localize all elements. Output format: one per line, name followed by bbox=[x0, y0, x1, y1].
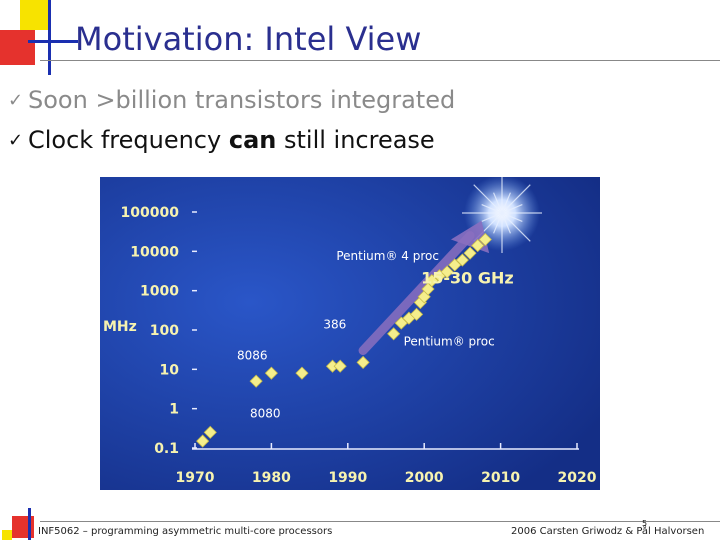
annotation-8080: 8080 bbox=[250, 406, 281, 420]
star-ray bbox=[501, 212, 511, 234]
footer-course: INF5062 – programming asymmetric multi-c… bbox=[38, 526, 333, 537]
data-point-marker bbox=[196, 434, 210, 448]
y-tick-label: 0.1 bbox=[154, 441, 179, 457]
data-point-marker bbox=[409, 307, 424, 321]
decor-square-yellow bbox=[20, 0, 50, 30]
checkmark-icon: ✓ bbox=[8, 130, 24, 151]
star-ray bbox=[501, 212, 523, 222]
y-tick-label: 100 bbox=[150, 323, 179, 339]
star-ray bbox=[473, 184, 503, 214]
star-ray bbox=[501, 204, 523, 214]
bullet-2-text-post: still increase bbox=[276, 126, 435, 154]
bullet-1: ✓ Soon >billion transistors integrated bbox=[8, 86, 455, 114]
bullet-2: ✓ Clock frequency can still increase bbox=[8, 126, 435, 154]
decor-footer-bar-blue bbox=[28, 508, 31, 540]
data-point-marker bbox=[455, 253, 469, 267]
decor-bar-blue-v bbox=[48, 0, 51, 75]
bullet-2-text-bold: can bbox=[228, 126, 277, 154]
x-tick-label: 1990 bbox=[328, 470, 367, 486]
data-point-marker bbox=[440, 265, 454, 279]
y-tick-label: 10000 bbox=[130, 244, 179, 260]
star-ray bbox=[501, 184, 531, 214]
data-point-marker bbox=[471, 239, 485, 253]
x-tick-label: 1980 bbox=[252, 470, 291, 486]
star-ray bbox=[481, 212, 503, 222]
data-point-marker bbox=[478, 232, 492, 247]
footer-divider bbox=[40, 521, 720, 522]
decor-bar-blue-h bbox=[28, 40, 78, 43]
star-ray bbox=[501, 192, 511, 214]
x-tick-label: 2020 bbox=[558, 470, 597, 486]
annotation-ghz: 15-30 GHz bbox=[421, 269, 514, 288]
annotation-8086: 8086 bbox=[237, 348, 268, 362]
footer-page-number: 5 bbox=[642, 519, 648, 528]
page-title: Motivation: Intel View bbox=[75, 20, 422, 58]
data-point-marker bbox=[333, 359, 347, 373]
y-tick-label: 100000 bbox=[121, 205, 180, 221]
data-point-marker bbox=[356, 355, 370, 369]
checkmark-icon: ✓ bbox=[8, 90, 24, 111]
x-tick-label: 1970 bbox=[176, 470, 215, 486]
star-ray bbox=[481, 204, 503, 214]
annotation-386: 386 bbox=[323, 317, 346, 331]
y-axis-label: MHz bbox=[103, 319, 137, 335]
decor-footer-square-yellow bbox=[2, 530, 12, 540]
data-point-marker bbox=[203, 425, 217, 439]
x-tick-label: 2000 bbox=[405, 470, 444, 486]
star-ray bbox=[493, 192, 503, 214]
bullet-2-text-pre: Clock frequency bbox=[28, 126, 229, 154]
bullet-1-text: Soon >billion transistors integrated bbox=[28, 86, 456, 114]
frequency-chart: 1970 1980 1990 2000 2010 2020 0.1 1 10 100 1000 100… bbox=[100, 177, 600, 490]
data-point-marker bbox=[264, 366, 278, 380]
title-divider bbox=[40, 60, 720, 61]
annotation-pentium: Pentium® proc bbox=[404, 335, 495, 349]
footer-authors: 2006 Carsten Griwodz & Pål Halvorsen bbox=[511, 526, 705, 537]
data-point-marker bbox=[249, 374, 263, 388]
trend-arrow-shaft bbox=[358, 231, 475, 356]
x-tick-label: 2010 bbox=[481, 470, 520, 486]
data-point-marker bbox=[295, 366, 309, 380]
star-ray bbox=[493, 212, 503, 234]
y-tick-label: 10 bbox=[160, 362, 180, 378]
data-point-marker bbox=[387, 327, 401, 341]
y-tick-label: 1000 bbox=[140, 284, 179, 300]
data-point-marker bbox=[463, 246, 477, 260]
decor-square-red bbox=[0, 30, 35, 65]
annotation-pentium4: Pentium® 4 proc bbox=[336, 249, 439, 263]
y-tick-label: 1 bbox=[169, 402, 179, 418]
star-ray bbox=[501, 212, 531, 242]
